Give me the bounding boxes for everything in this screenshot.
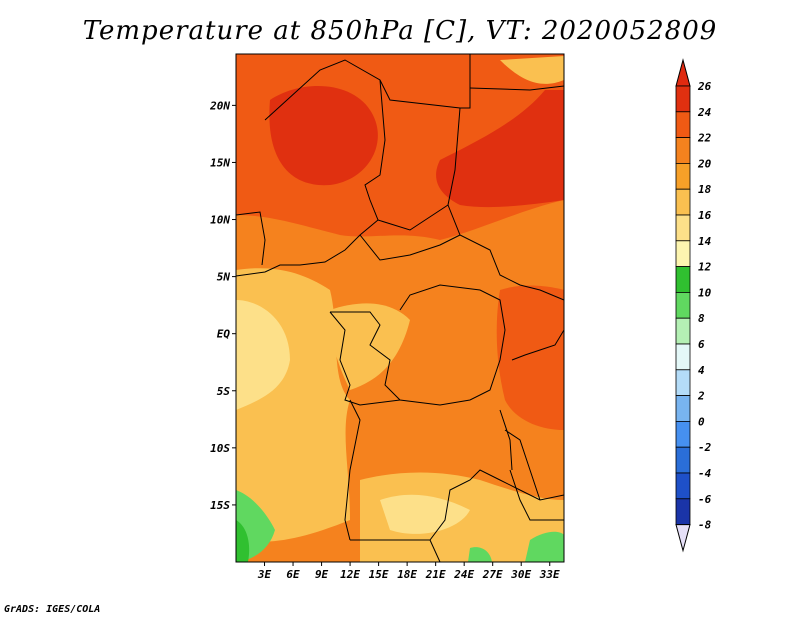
colorbar-label: -2 <box>698 441 712 454</box>
grads-credit: GrADS: IGES/COLA <box>4 604 101 615</box>
colorbar-swatch <box>675 240 691 268</box>
colorbar-top-arrow <box>675 58 691 87</box>
lat-tick-label: 15S <box>210 499 230 512</box>
lat-tick-label: EQ <box>217 328 231 341</box>
lat-tick-label: 5N <box>217 271 231 284</box>
country-borders <box>235 54 565 563</box>
lon-tick-label: 27E <box>482 568 503 581</box>
lat-tick-label: 15N <box>210 156 230 169</box>
colorbar-label: -6 <box>698 493 712 506</box>
colorbar-label: -4 <box>698 467 712 480</box>
colorbar-label: -8 <box>698 519 712 532</box>
colorbar-label: 18 <box>698 183 712 196</box>
colorbar-swatch <box>675 85 691 113</box>
colorbar-bottom-arrow <box>675 524 691 553</box>
lon-tick-label: 3E <box>257 568 272 581</box>
colorbar-label: 24 <box>697 106 712 119</box>
colorbar-label: 20 <box>697 157 712 170</box>
lon-tick-label: 6E <box>286 568 300 581</box>
latitude-axis: 20N 15N 10N 5N EQ 5S 10S 15S <box>209 99 236 512</box>
colorbar-label: 10 <box>698 286 712 299</box>
lat-tick-label: 10S <box>210 442 230 455</box>
colorbar-swatch <box>675 472 691 500</box>
colorbar-label: 16 <box>698 209 712 222</box>
temperature-field <box>236 54 564 562</box>
colorbar-swatch <box>675 188 691 216</box>
colorbar-label: 22 <box>697 132 712 145</box>
lon-tick-label: 24E <box>453 568 474 581</box>
colorbar-label: 0 <box>698 415 705 428</box>
colorbar-swatch <box>675 291 691 319</box>
colorbar-swatch <box>675 446 691 474</box>
colorbar-swatch <box>675 420 691 448</box>
colorbar-label: 12 <box>698 261 712 274</box>
colorbar-label: 26 <box>697 80 712 93</box>
colorbar-label: 6 <box>698 338 705 351</box>
lon-tick-label: 33E <box>539 568 560 581</box>
colorbar-swatch <box>675 266 691 293</box>
lon-tick-label: 9E <box>315 568 329 581</box>
colorbar-swatch <box>675 498 691 525</box>
colorbar-label: 8 <box>698 312 705 325</box>
lon-tick-label: 12E <box>340 568 360 581</box>
map-title: Temperature at 850hPa [C], VT: 202005280… <box>82 16 718 46</box>
colorbar-label: 2 <box>697 390 705 403</box>
colorbar-label: 4 <box>698 364 705 377</box>
lat-tick-label: 20N <box>209 99 230 112</box>
colorbar-swatch <box>675 343 691 371</box>
colorbar-swatch <box>675 137 691 164</box>
colorbar-swatch <box>675 317 691 345</box>
lat-tick-label: 10N <box>210 214 230 227</box>
longitude-axis: 3E 6E 9E 12E 15E 18E 21E 24E 27E 30E 33E <box>257 562 560 581</box>
colorbar-swatch <box>675 214 691 242</box>
lon-tick-label: 21E <box>425 568 446 581</box>
lon-tick-label: 30E <box>510 568 531 581</box>
colorbar-swatch <box>675 369 691 396</box>
lon-tick-label: 18E <box>397 568 417 581</box>
colorbar-swatch <box>675 162 691 190</box>
lon-tick-label: 15E <box>369 568 389 581</box>
lat-tick-label: 5S <box>217 385 231 398</box>
colorbar-swatch <box>675 111 691 139</box>
colorbar-label: 14 <box>698 235 712 248</box>
map-frame <box>235 53 565 563</box>
colorbar-swatch <box>675 395 691 422</box>
